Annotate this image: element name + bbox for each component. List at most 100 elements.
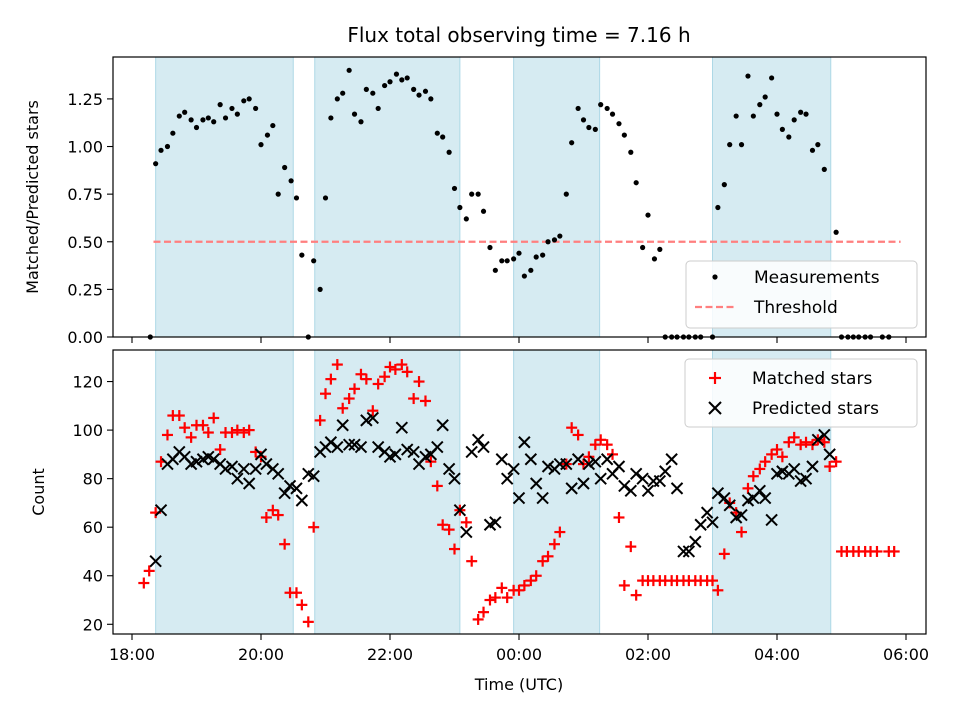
predicted-star-point (190, 455, 203, 468)
measurement-point (745, 73, 751, 79)
measurement-point (821, 166, 827, 172)
measurement-point (164, 143, 171, 150)
matched-star-point (367, 405, 379, 417)
matched-star-point (776, 451, 788, 463)
ratio-panel-y-ticks: 0.00 0.25 0.50 0.75 1.00 1.25 (67, 90, 113, 347)
ratio-panel: 0.00 0.25 0.50 0.75 1.00 1.25 Matched/Predict… (23, 56, 927, 347)
measurement-point (575, 105, 581, 112)
measurement-point (334, 96, 340, 102)
ratio-panel-x-ticks (131, 337, 907, 343)
measurement-point (628, 149, 634, 155)
matched-star-point (437, 519, 449, 531)
matched-star-point (771, 444, 783, 456)
predicted-star-point (400, 443, 414, 456)
matched-star-point (489, 592, 501, 604)
measurement-point (322, 195, 329, 201)
predicted-star-point (507, 462, 520, 476)
predicted-stars-layer (149, 411, 836, 568)
measurement-point (738, 142, 745, 148)
matched-star-point (537, 555, 549, 567)
measurement-point (311, 258, 317, 264)
count-panel-legend: Matched stars Predicted stars (684, 358, 918, 428)
matched-star-point (308, 521, 320, 533)
measurement-point (640, 244, 646, 251)
predicted-star-point (477, 440, 490, 454)
measurement-point (516, 250, 522, 256)
measurement-point (288, 178, 294, 184)
predicted-star-point (225, 460, 239, 473)
matched-star-point (443, 524, 455, 536)
measurement-point (833, 229, 839, 235)
measurement-point (769, 75, 775, 81)
matched-star-point (214, 444, 226, 456)
predicted-star-point (524, 453, 538, 466)
predicted-star-point (407, 445, 420, 459)
measurement-point (551, 237, 558, 243)
predicted-star-point (489, 516, 502, 529)
matched-star-point (372, 378, 384, 390)
legend-label-predicted: Predicted stars (752, 399, 879, 419)
measurement-point (598, 102, 604, 108)
measurement-point (798, 109, 804, 115)
predicted-star-point (254, 448, 268, 461)
predicted-star-point (735, 508, 748, 522)
measurement-point (604, 105, 610, 112)
measurement-point (399, 77, 405, 83)
matched-star-point (625, 541, 637, 553)
predicted-star-point (765, 513, 778, 527)
predicted-star-point (594, 472, 607, 485)
predicted-star-point (260, 457, 273, 471)
matched-star-point (788, 431, 800, 443)
predicted-star-point (295, 494, 309, 507)
predicted-star-point (677, 545, 690, 558)
measurement-point (469, 191, 475, 197)
matched-star-point (202, 427, 214, 439)
matched-star-point (396, 359, 408, 371)
predicted-star-point (823, 448, 836, 461)
measurement-point (411, 86, 417, 92)
predicted-star-point (500, 472, 514, 485)
observing-band (513, 349, 601, 635)
legend-box (684, 358, 918, 428)
measurement-point (492, 267, 498, 273)
matched-star-point (143, 565, 155, 577)
matched-star-point (747, 470, 759, 482)
x-tick-label: 18:00 (109, 645, 155, 664)
matched-star-point (419, 395, 431, 407)
measurement-point (234, 111, 240, 117)
x-tick-label: 06:00 (883, 645, 929, 664)
matched-star-point (501, 592, 513, 604)
predicted-star-point (237, 462, 251, 476)
x-tick-label: 00:00 (496, 645, 542, 664)
count-panel-y-label: Count (29, 468, 48, 516)
matched-star-point (566, 422, 578, 434)
measurement-point (786, 134, 792, 140)
legend-label-threshold: Threshold (753, 298, 838, 318)
predicted-star-point (589, 455, 602, 468)
x-tick-label: 02:00 (625, 645, 671, 664)
predicted-star-point (624, 484, 638, 497)
measurement-point (393, 71, 400, 77)
matched-star-point (800, 436, 812, 448)
measurement-point (499, 258, 505, 264)
predicted-star-point (389, 448, 402, 461)
predicted-star-point (776, 465, 789, 478)
measurement-point (621, 132, 627, 138)
observing-band (314, 349, 461, 635)
matched-star-point (830, 456, 842, 468)
measurement-point (727, 142, 733, 148)
measurement-point (609, 111, 616, 117)
measurement-point (451, 185, 458, 192)
matched-star-point (320, 388, 331, 400)
measurement-point (222, 115, 229, 121)
matched-star-point (413, 376, 425, 388)
matched-star-point (197, 419, 209, 431)
matched-star-point (707, 575, 718, 587)
predicted-star-point (571, 453, 585, 466)
measurement-point (645, 212, 651, 218)
measurement-point (241, 98, 247, 104)
measurement-point (809, 147, 816, 153)
measurement-point (521, 273, 527, 279)
measurement-point (540, 252, 546, 258)
matched-star-point (431, 480, 443, 492)
